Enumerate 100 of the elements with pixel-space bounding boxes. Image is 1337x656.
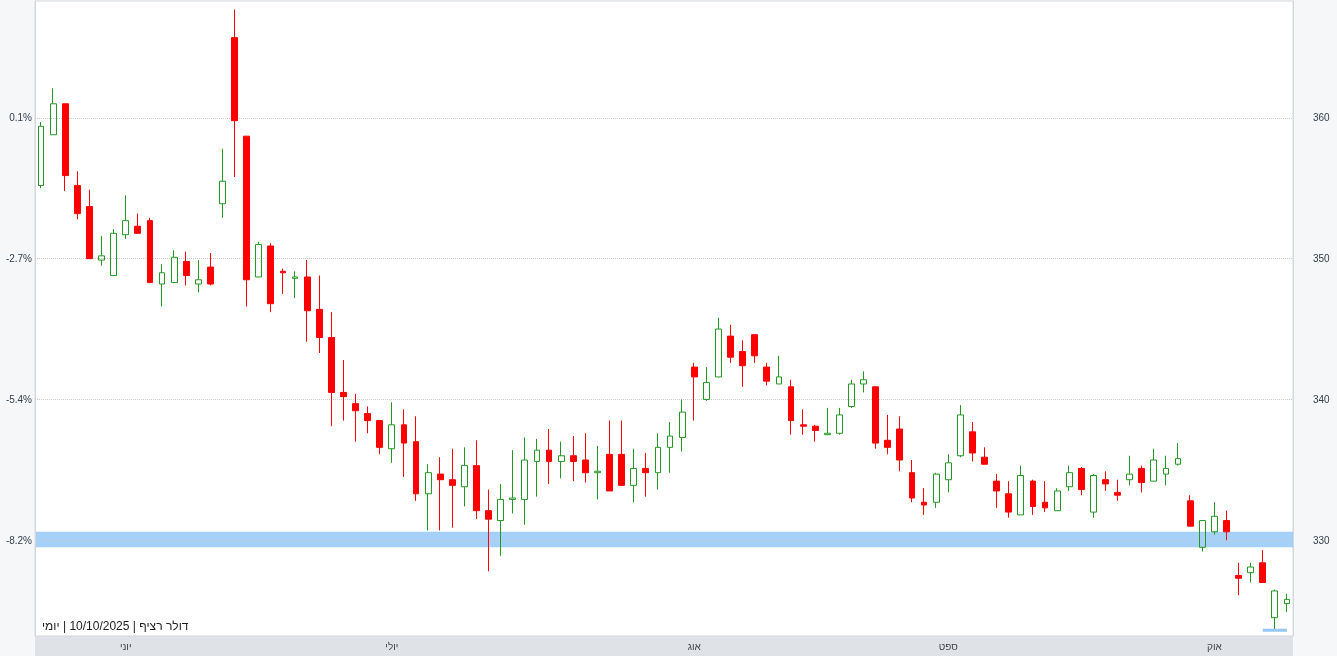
candlestick: [1259, 549, 1266, 583]
candlestick: [280, 268, 286, 295]
candlestick: [473, 439, 480, 520]
candlestick: [497, 483, 504, 557]
x-tick-label: אוג: [687, 640, 702, 652]
candlestick: [969, 421, 976, 462]
candlestick: [195, 259, 202, 293]
candlestick: [401, 408, 407, 478]
candlestick: [328, 311, 335, 427]
y2-tick-label: 360: [1313, 112, 1331, 124]
candlestick: [413, 415, 419, 502]
candlestick: [836, 407, 843, 436]
candlestick: [509, 449, 516, 515]
candlestick: [642, 452, 649, 498]
candlestick: [461, 446, 468, 507]
candlestick: [364, 406, 371, 434]
candlestick: [1247, 562, 1254, 583]
candlestick: [909, 459, 915, 503]
candlestick: [800, 408, 807, 436]
candlestick: [993, 473, 1000, 509]
candlestick: [848, 379, 855, 409]
candlestick: [739, 339, 746, 388]
candlestick: [957, 404, 964, 458]
candlestick: [1175, 442, 1181, 467]
annotation: דולר רציף | 10/10/2025 | יומי: [42, 619, 189, 633]
candlestick: [1199, 520, 1206, 553]
candlestick: [425, 463, 432, 531]
candlestick: [316, 275, 323, 354]
candlestick: [521, 436, 528, 526]
candlestick: [630, 448, 637, 503]
candlestick: [1284, 593, 1290, 613]
candlestick: [159, 263, 165, 308]
candlestick: [1030, 479, 1036, 516]
candlestick: [582, 432, 589, 484]
y-tick-label: -8.2%: [5, 534, 33, 546]
candlestick: [207, 252, 214, 286]
candlestick: [1090, 473, 1097, 519]
candlestick: [74, 170, 81, 220]
candlestick: [606, 420, 613, 492]
y-tick-label: 0.1%: [9, 112, 33, 124]
candlestick: [1078, 466, 1085, 496]
candlestick: [896, 415, 903, 472]
candlestick: [788, 379, 794, 436]
candlestick: [110, 228, 117, 277]
candlestick: [1005, 480, 1012, 519]
candlestick: [618, 420, 625, 486]
x-tick-label: יולי: [385, 640, 399, 652]
candlestick: [558, 441, 565, 479]
y2-tick-label: 340: [1313, 393, 1331, 405]
candlestick: [86, 189, 93, 260]
candlestick: [1187, 494, 1194, 527]
candlestick: [243, 135, 250, 308]
candlestick: [147, 217, 153, 284]
candlestick: [50, 87, 57, 136]
candlestick: [171, 249, 178, 284]
candlestick: [62, 103, 69, 192]
candlestick: [376, 420, 383, 455]
x-tick-label: אוק: [1206, 640, 1223, 652]
y2-tick-label: 330: [1313, 534, 1331, 546]
candlestick: [485, 489, 492, 572]
candlestick: [1102, 470, 1109, 492]
candlestick: [231, 8, 238, 178]
x-tick-label: יוני: [119, 640, 132, 652]
candlestick: [812, 424, 819, 443]
candlestick: [134, 213, 141, 234]
candlestick: [1017, 465, 1024, 516]
candlestick: [1235, 562, 1242, 596]
candlestick: [1223, 510, 1230, 541]
candlestick: [352, 393, 359, 443]
candlestick: [292, 270, 298, 299]
candlestick: [304, 259, 311, 343]
candlestick: [691, 362, 698, 422]
candlestick: [1163, 455, 1169, 486]
candlestick: [255, 241, 262, 278]
candlestick: [884, 414, 891, 455]
y-tick-label: -2.7%: [5, 253, 33, 265]
candlestick: [933, 472, 940, 509]
candlestick: [727, 324, 734, 364]
candlestick: [715, 317, 722, 378]
x-tick-label: ספט: [938, 640, 959, 652]
candlestick: [1054, 487, 1061, 512]
candlestick: [570, 435, 577, 482]
candlestick: [1066, 465, 1073, 492]
candlestick: [594, 445, 601, 500]
candlestick: [1042, 480, 1048, 513]
candlestick: [679, 398, 686, 453]
y2-tick-label: 350: [1313, 253, 1331, 265]
candlestick: [945, 453, 952, 493]
candlestick: [763, 362, 770, 386]
candlestick: [98, 235, 105, 267]
candlestick: [655, 432, 661, 491]
candlestick: [1271, 589, 1278, 631]
candlestick: [921, 487, 927, 516]
candlestick: [546, 428, 552, 485]
candlestick: [703, 366, 710, 402]
candlestick: [860, 370, 867, 393]
candlestick: [219, 148, 226, 219]
candlestick: [1150, 448, 1157, 482]
candlestick: [1114, 479, 1121, 502]
candlestick: [388, 401, 395, 464]
